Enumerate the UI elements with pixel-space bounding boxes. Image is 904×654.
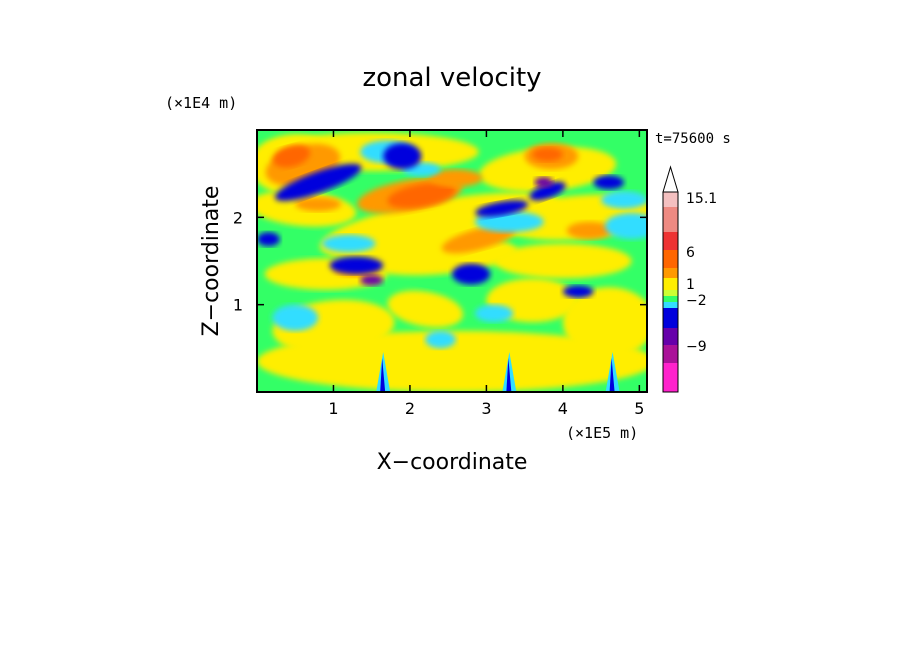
field-blob-positive	[566, 221, 613, 240]
field-blob-negative	[452, 263, 491, 285]
y-tick-label: 2	[233, 208, 243, 227]
field-blob-weak_positive	[494, 243, 632, 279]
field-blob-positive	[429, 169, 483, 187]
x-tick-label: 4	[558, 399, 568, 418]
colorbar-label: −2	[686, 293, 707, 309]
field-blob-weak_negative	[322, 234, 376, 253]
x-tick-label: 1	[328, 399, 338, 418]
colorbar-frame	[662, 191, 679, 393]
field-blob-weak_negative	[425, 330, 456, 349]
colorbar-label: −9	[686, 339, 707, 355]
y-axis-label: Z−coordinate	[199, 186, 224, 337]
colorbar-label: 1	[686, 277, 695, 293]
field-blob-weak_negative	[604, 212, 647, 240]
colorbar-segment	[663, 302, 678, 308]
x-unit-label: (×1E5 m)	[566, 424, 638, 442]
colorbar-segment	[663, 308, 678, 328]
field-blob-positive	[295, 197, 342, 212]
field-blobs	[257, 132, 647, 392]
x-tick-label: 2	[405, 399, 415, 418]
field-blob-strong_negative	[360, 274, 384, 286]
colorbar-segment	[663, 328, 678, 345]
colorbar-segment	[663, 268, 678, 278]
field-blob-negative	[475, 200, 529, 217]
x-axis: 1 2 3 4 5	[328, 130, 644, 418]
field-blob-weak_negative	[601, 191, 647, 209]
field-blob-negative	[529, 181, 566, 201]
time-label: t=75600 s	[655, 131, 731, 147]
plot-frame	[256, 129, 648, 393]
field-blob-weak_positive	[479, 146, 617, 192]
terrain-spike-core	[609, 358, 615, 392]
field-blob-negative	[329, 256, 384, 275]
colorbar-segment	[663, 290, 678, 296]
colorbar-arrow	[662, 165, 679, 193]
field-blob-negative	[383, 143, 422, 170]
field-blob-negative	[593, 175, 625, 190]
terrain-spike-core	[506, 358, 512, 392]
terrain-spikes	[376, 352, 620, 392]
colorbar-segment	[663, 250, 678, 268]
colorbar-segment	[663, 207, 678, 232]
colorbar-label: 15.1	[686, 191, 717, 207]
colorbar-segment	[663, 363, 678, 392]
terrain-spike-core	[380, 358, 386, 392]
x-tick-label: 3	[481, 399, 491, 418]
chart-title: zonal velocity	[362, 63, 541, 93]
field-blob-weak_positive	[387, 290, 464, 328]
y-unit-label: (×1E4 m)	[165, 94, 237, 112]
colorbar-segment	[663, 296, 678, 302]
field-blob-weak_negative	[474, 304, 514, 323]
field-blob-weak_negative	[272, 304, 319, 331]
y-axis: 12	[233, 208, 647, 315]
x-tick-label: 5	[634, 399, 644, 418]
field-blob-strong_positive	[272, 144, 311, 168]
field-blob-strong_negative	[534, 177, 553, 188]
colorbar: 15.1 6 1−2 −9	[662, 165, 717, 393]
colorbar-segment	[663, 345, 678, 363]
y-tick-label: 1	[233, 296, 243, 315]
colorbar-segment	[663, 278, 678, 290]
colorbar-segment	[663, 192, 678, 207]
field-blob-positive	[441, 225, 516, 254]
field-blob-weak_positive	[562, 287, 647, 358]
colorbar-segment	[663, 232, 678, 250]
field-blob-strong_positive	[387, 182, 456, 209]
field-blob-negative	[274, 163, 362, 201]
contour-field	[257, 130, 647, 392]
field-blob-negative	[562, 285, 594, 298]
x-axis-label: X−coordinate	[377, 450, 528, 475]
colorbar-label: 6	[686, 245, 695, 261]
field-blob-strong_positive	[532, 147, 563, 162]
field-blob-negative	[257, 232, 280, 247]
